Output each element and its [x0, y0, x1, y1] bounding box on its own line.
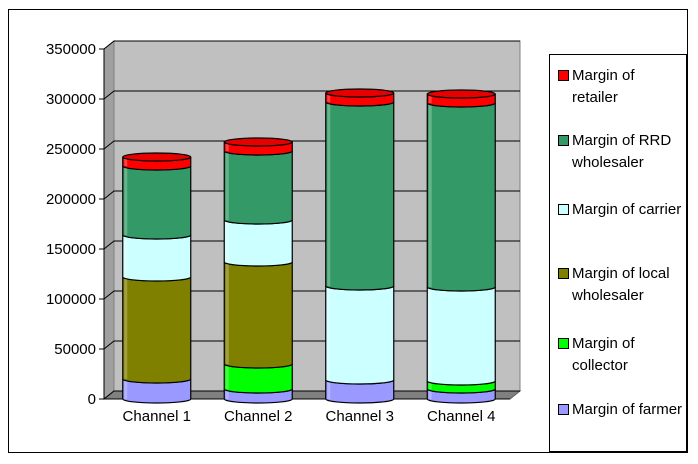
- bar-segment-2-0: [122, 276, 192, 384]
- legend-swatch: [558, 268, 569, 279]
- bar-segment-3-3: [426, 286, 496, 386]
- legend-label: Margin of retailer: [572, 67, 635, 106]
- bar-top-3: [426, 89, 496, 99]
- bar-segment-4-0: [122, 165, 192, 240]
- bar-segment-3-1: [223, 219, 293, 267]
- x-tick-label: Channel 4: [427, 408, 495, 425]
- y-tick-label: 250000: [46, 141, 96, 158]
- bar-top-0: [122, 152, 192, 162]
- y-tick-label: 0: [88, 391, 96, 408]
- legend-label: Margin of farmer: [572, 401, 683, 418]
- y-tick-label: 100000: [46, 291, 96, 308]
- x-tick-label: Channel 3: [326, 408, 394, 425]
- bar-segment-2-1: [223, 261, 293, 369]
- legend-label: Margin of carrier: [572, 201, 682, 218]
- bar-segment-4-2: [325, 101, 395, 291]
- chart-legend: Margin of retailer Margin of RRD wholesal…: [549, 54, 687, 452]
- x-tick-label: Channel 1: [123, 408, 191, 425]
- legend-swatch: [558, 404, 569, 415]
- bar-segment-3-2: [325, 285, 395, 385]
- legend-label: Margin of RRD wholesaler: [572, 132, 672, 171]
- bar-top-1: [223, 137, 293, 147]
- y-tick-label: 300000: [46, 91, 96, 108]
- y-tick-label: 200000: [46, 191, 96, 208]
- legend-swatch: [558, 135, 569, 146]
- legend-swatch: [558, 70, 569, 81]
- bar-top-2: [325, 88, 395, 98]
- gridline: [103, 40, 520, 50]
- legend-swatch: [558, 204, 569, 215]
- bar-segment-4-3: [426, 102, 496, 292]
- y-tick-label: 150000: [46, 241, 96, 258]
- y-tick-label: 50000: [54, 341, 96, 358]
- y-tick-label: 350000: [46, 41, 96, 58]
- bar-segment-3-0: [122, 234, 192, 282]
- x-tick-label: Channel 2: [224, 408, 292, 425]
- legend-label: Margin of collector: [572, 335, 635, 374]
- bar-segment-4-1: [223, 150, 293, 225]
- legend-label: Margin of local wholesaler: [572, 265, 670, 304]
- legend-swatch: [558, 338, 569, 349]
